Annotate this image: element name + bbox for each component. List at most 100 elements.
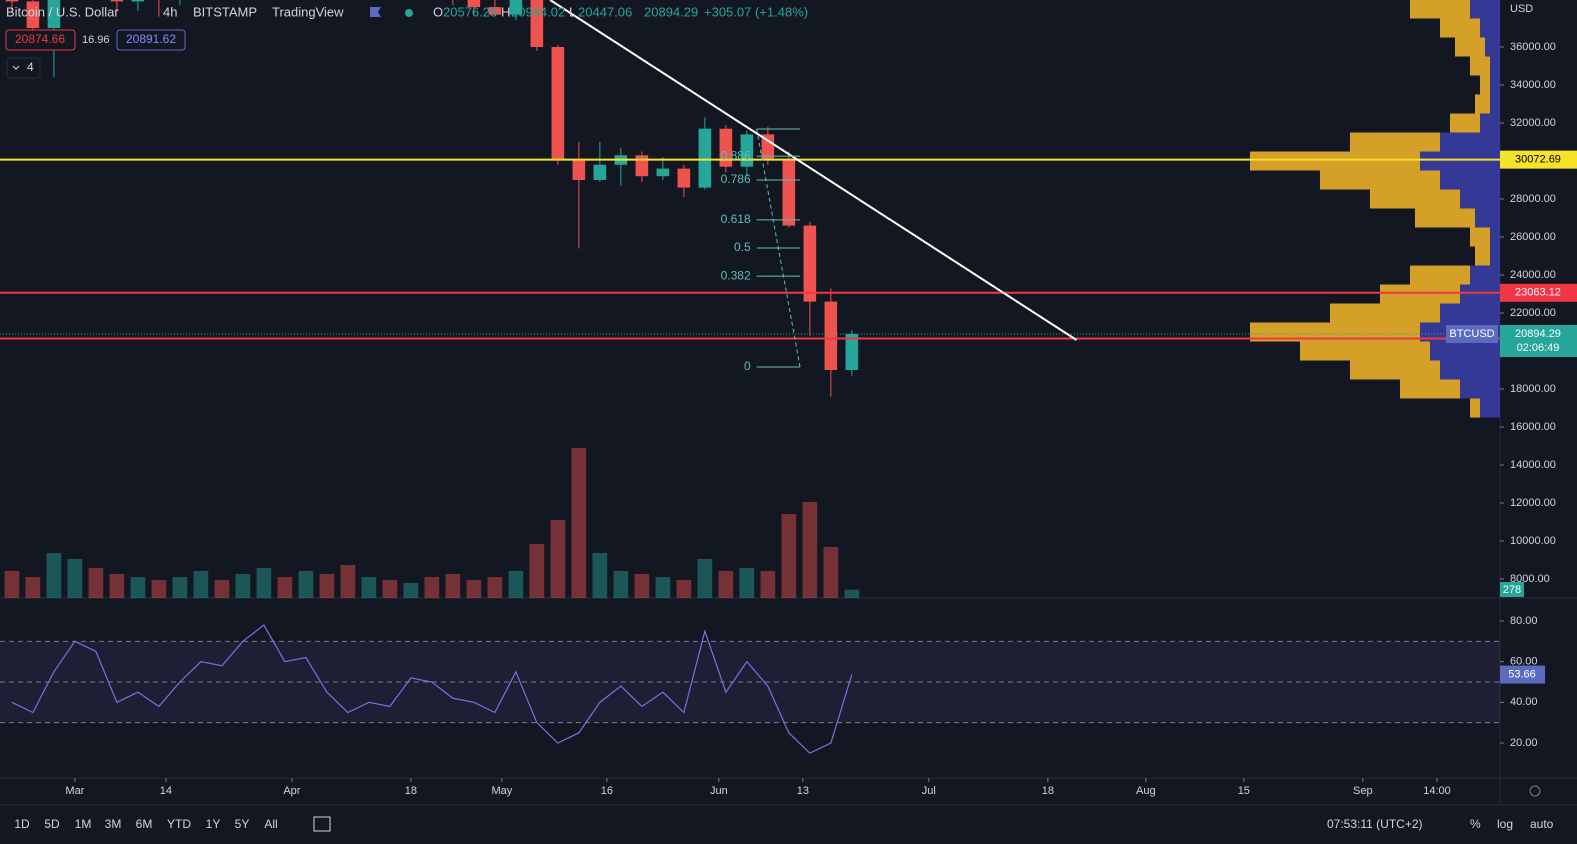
symbol[interactable]: Bitcoin / U.S. Dollar bbox=[6, 4, 119, 19]
volume-bar bbox=[4, 571, 20, 598]
candle-body bbox=[26, 1, 40, 29]
range-button[interactable]: All bbox=[264, 817, 277, 831]
volume-bar bbox=[340, 565, 356, 598]
volume-bar bbox=[466, 580, 482, 598]
price-tag bbox=[1500, 283, 1577, 302]
bid[interactable]: 20874.66 bbox=[15, 32, 65, 46]
range-button[interactable]: 5Y bbox=[235, 817, 250, 831]
x-tick-label: May bbox=[491, 785, 512, 797]
volume-bar bbox=[193, 571, 209, 598]
candle-body bbox=[803, 225, 817, 302]
indicators-count[interactable]: 4 bbox=[27, 60, 34, 74]
toolbar: 1D 5D 1M 3M 6M YTD 1Y 5Y All bbox=[14, 817, 277, 831]
price-pane: 0 0.382 0.5 0.618 0.786 0.886 bbox=[0, 0, 1500, 598]
x-tick-label: 16 bbox=[601, 785, 613, 797]
log-toggle[interactable]: log bbox=[1497, 817, 1513, 831]
profile-down bbox=[1480, 113, 1500, 133]
range-button[interactable]: 1Y bbox=[206, 817, 221, 831]
y-tick-label: 80.00 bbox=[1510, 615, 1538, 627]
profile-up bbox=[1250, 322, 1420, 342]
x-tick-label: 18 bbox=[1042, 785, 1054, 797]
y-tick-label: 12000.00 bbox=[1510, 497, 1556, 509]
x-tick-label: 15 bbox=[1238, 785, 1250, 797]
volume-bar bbox=[781, 514, 797, 598]
y-tick-label: 10000.00 bbox=[1510, 535, 1556, 547]
y-tick-label: 32000.00 bbox=[1510, 117, 1556, 129]
flag-icon[interactable] bbox=[370, 7, 381, 17]
volume-bar bbox=[760, 571, 776, 598]
range-button[interactable]: 1D bbox=[14, 817, 30, 831]
ask-box[interactable] bbox=[116, 29, 186, 51]
candle-body bbox=[5, 0, 19, 2]
currency[interactable]: USD bbox=[1510, 3, 1533, 15]
interval[interactable]: 4h bbox=[163, 4, 177, 19]
profile-up bbox=[1475, 94, 1490, 114]
volume-bar bbox=[571, 448, 587, 598]
volume-bar bbox=[319, 574, 335, 598]
range-button[interactable]: 1M bbox=[75, 817, 92, 831]
profile-up bbox=[1470, 227, 1490, 247]
profile-down bbox=[1460, 284, 1500, 304]
profile-down bbox=[1460, 189, 1500, 209]
profile-down bbox=[1470, 0, 1500, 19]
profile-up bbox=[1470, 56, 1490, 76]
symbol-tag-label: BTCUSD bbox=[1449, 328, 1494, 340]
ohlc-value: 20576.28 bbox=[443, 4, 497, 19]
x-tick-label: 14:00 bbox=[1423, 785, 1451, 797]
volume-bar bbox=[550, 520, 566, 598]
profile-up bbox=[1400, 379, 1460, 399]
fib-label: 0.618 bbox=[721, 212, 751, 226]
volume-bar bbox=[655, 577, 671, 598]
volume-bar bbox=[592, 553, 608, 598]
settings-icon[interactable] bbox=[1529, 785, 1541, 797]
range-button[interactable]: 5D bbox=[44, 817, 60, 831]
profile-down bbox=[1485, 37, 1500, 57]
profile-down bbox=[1440, 303, 1500, 323]
volume-bar bbox=[508, 571, 524, 598]
volume-bar bbox=[487, 577, 503, 598]
y-tick-label: 36000.00 bbox=[1510, 41, 1556, 53]
x-tick-label: Apr bbox=[283, 785, 300, 797]
range-button[interactable]: 3M bbox=[105, 817, 122, 831]
volume-bar bbox=[382, 580, 398, 598]
profile-down bbox=[1470, 265, 1500, 285]
profile-up bbox=[1350, 132, 1440, 152]
candle-body bbox=[131, 0, 145, 2]
candle-body bbox=[47, 0, 61, 29]
volume-bar bbox=[46, 553, 62, 598]
candle-body bbox=[509, 0, 523, 15]
range-button[interactable]: YTD bbox=[167, 817, 191, 831]
rsi-tag-label: 53.66 bbox=[1508, 668, 1536, 680]
profile-down bbox=[1440, 132, 1500, 152]
range-button[interactable]: 6M bbox=[136, 817, 153, 831]
profile-up bbox=[1410, 0, 1470, 19]
ask[interactable]: 20891.62 bbox=[126, 32, 176, 46]
y-tick-label: 20.00 bbox=[1510, 737, 1538, 749]
volume-bar bbox=[739, 568, 755, 598]
fib-label: 0 bbox=[744, 359, 751, 373]
volume-bar bbox=[130, 577, 146, 598]
candle-body bbox=[824, 301, 838, 371]
auto-toggle[interactable]: auto bbox=[1530, 817, 1554, 831]
volume-bar bbox=[172, 577, 188, 598]
indicators-toggle[interactable] bbox=[6, 57, 41, 79]
bid-box[interactable] bbox=[5, 29, 76, 51]
date-range-icon[interactable] bbox=[313, 816, 331, 832]
y-tick-label: 24000.00 bbox=[1510, 269, 1556, 281]
price-tag bbox=[1500, 150, 1577, 169]
profile-down bbox=[1475, 208, 1500, 228]
rsi-pane bbox=[0, 624, 1500, 754]
percent-toggle[interactable]: % bbox=[1470, 817, 1481, 831]
profile-up bbox=[1380, 284, 1460, 304]
candle-body bbox=[761, 134, 775, 160]
countdown: 02:06:49 bbox=[1517, 342, 1560, 354]
profile-up bbox=[1330, 303, 1440, 323]
profile-up bbox=[1480, 75, 1490, 95]
spread: 16.96 bbox=[82, 34, 110, 46]
candle-body bbox=[467, 0, 481, 8]
profile-up bbox=[1455, 37, 1485, 57]
clock[interactable]: 07:53:11 (UTC+2) bbox=[1327, 817, 1423, 831]
candle-body bbox=[593, 164, 607, 181]
volume-bar bbox=[361, 577, 377, 598]
